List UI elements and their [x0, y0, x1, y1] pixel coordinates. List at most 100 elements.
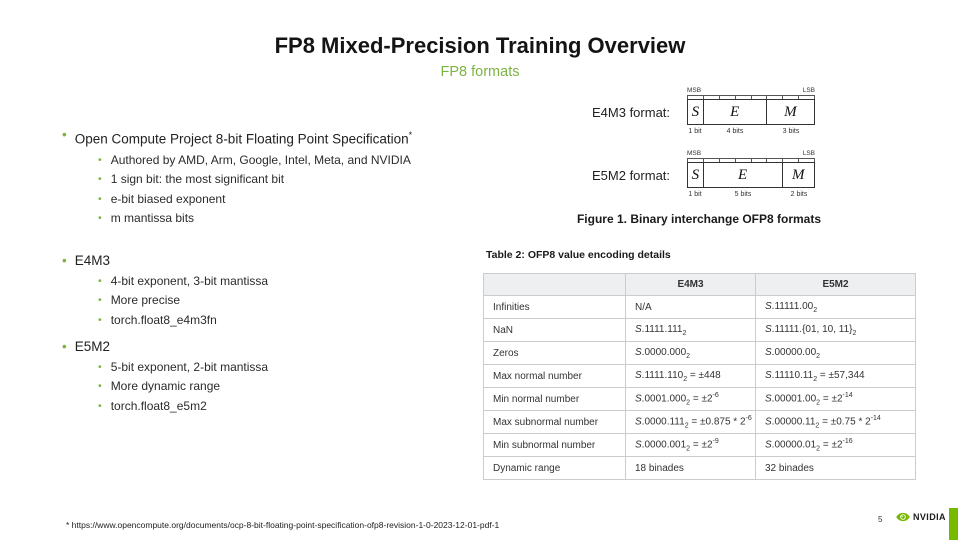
footnote-marker: * [408, 130, 413, 140]
e4m3-value-cell: S.0000.0012 = ±2-9 [625, 433, 756, 457]
nvidia-logo: NVIDIA [896, 512, 946, 522]
format-label: E5M2 format: [592, 168, 671, 183]
e4m3-value-cell: S.0000.0002 [625, 341, 756, 365]
table-header-cell: E4M3 [625, 273, 756, 296]
sub-bullet-item: • e-bit biased exponent [98, 190, 502, 210]
bits-count-label: 3 bits [782, 128, 800, 135]
e4m3-value-cell: S.1111.1102 = ±448 [625, 364, 756, 388]
e4m3-value-cell: S.0000.1112 = ±0.875 * 2-6 [625, 410, 756, 434]
bullet-label: E4M3 [74, 252, 111, 268]
sub-bullet-item: • torch.float8_e5m2 [98, 397, 502, 417]
sub-bullet-label: Authored by AMD, Arm, Google, Intel, Met… [110, 152, 411, 167]
e5m2-value-cell: S.00001.002 = ±2-14 [755, 387, 916, 411]
table-row: Min normal number S.0001.0002 = ±2-6 S.000… [483, 387, 916, 411]
bullet-icon: • [98, 314, 102, 327]
bit-field-m: M [792, 166, 805, 183]
table-header-row: E4M3 E5M2 [483, 273, 916, 296]
figure-caption: Figure 1. Binary interchange OFP8 format… [576, 212, 822, 226]
row-label-cell: Max subnormal number [483, 410, 626, 434]
e5m2-value-cell: S.00000.002 [755, 341, 916, 365]
e5m2-value-cell: S.11110.112 = ±57,344 [755, 364, 916, 388]
sub-bullet-item: • More dynamic range [98, 377, 502, 397]
row-label-cell: Infinities [483, 295, 626, 319]
sub-bullet-item: • 1 sign bit: the most significant bit [98, 170, 502, 190]
bullet-icon: • [98, 360, 102, 373]
table-header-cell [483, 273, 626, 296]
slide-title: FP8 Mixed-Precision Training Overview [274, 33, 686, 58]
bit-field-e: E [704, 163, 783, 187]
bullet-icon: • [98, 294, 102, 307]
bullet-icon: • [98, 274, 102, 287]
bits-count-label: 1 bit [688, 128, 702, 135]
e5m2-value-cell: S.00000.112 = ±0.75 * 2-14 [755, 410, 916, 434]
bullet-icon: • [98, 153, 102, 166]
slide-subtitle: FP8 formats [440, 64, 520, 80]
bits-count-label: 1 bit [688, 191, 702, 198]
table-row: Infinities N/A S.11111.002 [483, 295, 916, 319]
footnote: * https://www.opencompute.org/documents/… [66, 520, 500, 530]
e4m3-value-cell: 18 binades [625, 456, 756, 480]
bullet-group: • E4M3 • 4-bit exponent, 3-bit mantissa • Mor… [62, 250, 502, 331]
sub-bullet-label: More dynamic range [110, 379, 221, 394]
bullet-item: • E4M3 [62, 250, 502, 272]
row-label-cell: Max normal number [483, 364, 626, 388]
encoding-table: E4M3 E5M2 Infinities N/A S.11111.002 NaN S.11… [483, 273, 916, 480]
row-label-cell: Zeros [483, 341, 626, 365]
e5m2-value-cell: S.11111.{01, 10, 11}2 [755, 318, 916, 342]
sub-bullet-label: m mantissa bits [110, 211, 195, 226]
accent-bar [949, 508, 958, 540]
bullet-icon: • [98, 399, 102, 412]
bits-count-label: 2 bits [790, 191, 808, 198]
sub-bullet-label: torch.float8_e4m3fn [110, 313, 217, 328]
e5m2-value-cell: 32 binades [755, 456, 916, 480]
sub-bullet-label: More precise [110, 293, 181, 308]
bit-field-diagram: MSB LSB S E M 1 bit 4 bits 3 bits [687, 87, 819, 135]
bits-count-label: 5 bits [734, 191, 752, 198]
e4m3-value-cell: S.1111.1112 [625, 318, 756, 342]
bit-ruler [687, 95, 815, 99]
table-row: Zeros S.0000.0002 S.00000.002 [483, 341, 916, 365]
bit-field-diagram: MSB LSB S E M 1 bit 5 bits 2 bits [687, 150, 819, 198]
sub-bullet-label: 4-bit exponent, 3-bit mantissa [110, 273, 269, 288]
format-diagram-e4m3: E4M3 format: MSB LSB S E M 1 bit 4 bits 3 bits [592, 87, 819, 135]
bullet-icon: • [62, 127, 67, 142]
table-row: Dynamic range 18 binades 32 binades [483, 456, 916, 480]
e4m3-value-cell: S.0001.0002 = ±2-6 [625, 387, 756, 411]
format-label: E4M3 format: [592, 105, 671, 120]
sub-bullet-item: • torch.float8_e4m3fn [98, 311, 502, 331]
table-header-cell: E5M2 [755, 273, 916, 296]
bullet-icon: • [98, 212, 102, 225]
sub-bullet-label: e-bit biased exponent [110, 191, 226, 206]
bullet-label: Open Compute Project 8-bit Floating Poin… [74, 130, 413, 147]
sub-bullet-item: • Authored by AMD, Arm, Google, Intel, Me… [98, 151, 502, 171]
row-label-cell: Min normal number [483, 387, 626, 411]
row-label-cell: Dynamic range [483, 456, 626, 480]
table-row: Max subnormal number S.0000.1112 = ±0.875… [483, 410, 916, 434]
page-number: 5 [878, 515, 883, 524]
sub-bullet-item: • 5-bit exponent, 2-bit mantissa [98, 358, 502, 378]
table-caption: Table 2: OFP8 value encoding details [486, 249, 671, 261]
sub-bullet-label: 1 sign bit: the most significant bit [110, 172, 285, 187]
table-row: Min subnormal number S.0000.0012 = ±2-9 S.… [483, 433, 916, 457]
e5m2-value-cell: S.00000.012 = ±2-16 [755, 433, 916, 457]
table-row: NaN S.1111.1112 S.11111.{01, 10, 11}2 [483, 318, 916, 342]
bit-field-s: S [688, 163, 704, 187]
format-diagram-e5m2: E5M2 format: MSB LSB S E M 1 bit 5 bits 2 bits [592, 150, 819, 198]
sub-bullet-label: 5-bit exponent, 2-bit mantissa [110, 359, 269, 374]
bullet-item: • E5M2 [62, 336, 502, 358]
e5m2-value-cell: S.11111.002 [755, 295, 916, 319]
bullet-icon: • [98, 173, 102, 186]
bit-field-m: M [784, 103, 797, 120]
bit-field-s: S [688, 100, 704, 124]
bit-ruler [687, 158, 815, 162]
nvidia-logo-text: NVIDIA [913, 512, 946, 522]
msb-label: MSB [687, 87, 702, 94]
bullet-icon: • [98, 192, 102, 205]
row-label-cell: Min subnormal number [483, 433, 626, 457]
bullet-group: • Open Compute Project 8-bit Floating Poi… [62, 124, 502, 229]
e4m3-value-cell: N/A [625, 295, 756, 319]
bullet-list: • Open Compute Project 8-bit Floating Poi… [62, 124, 502, 416]
sub-bullet-item: • 4-bit exponent, 3-bit mantissa [98, 272, 502, 292]
row-label-cell: NaN [483, 318, 626, 342]
